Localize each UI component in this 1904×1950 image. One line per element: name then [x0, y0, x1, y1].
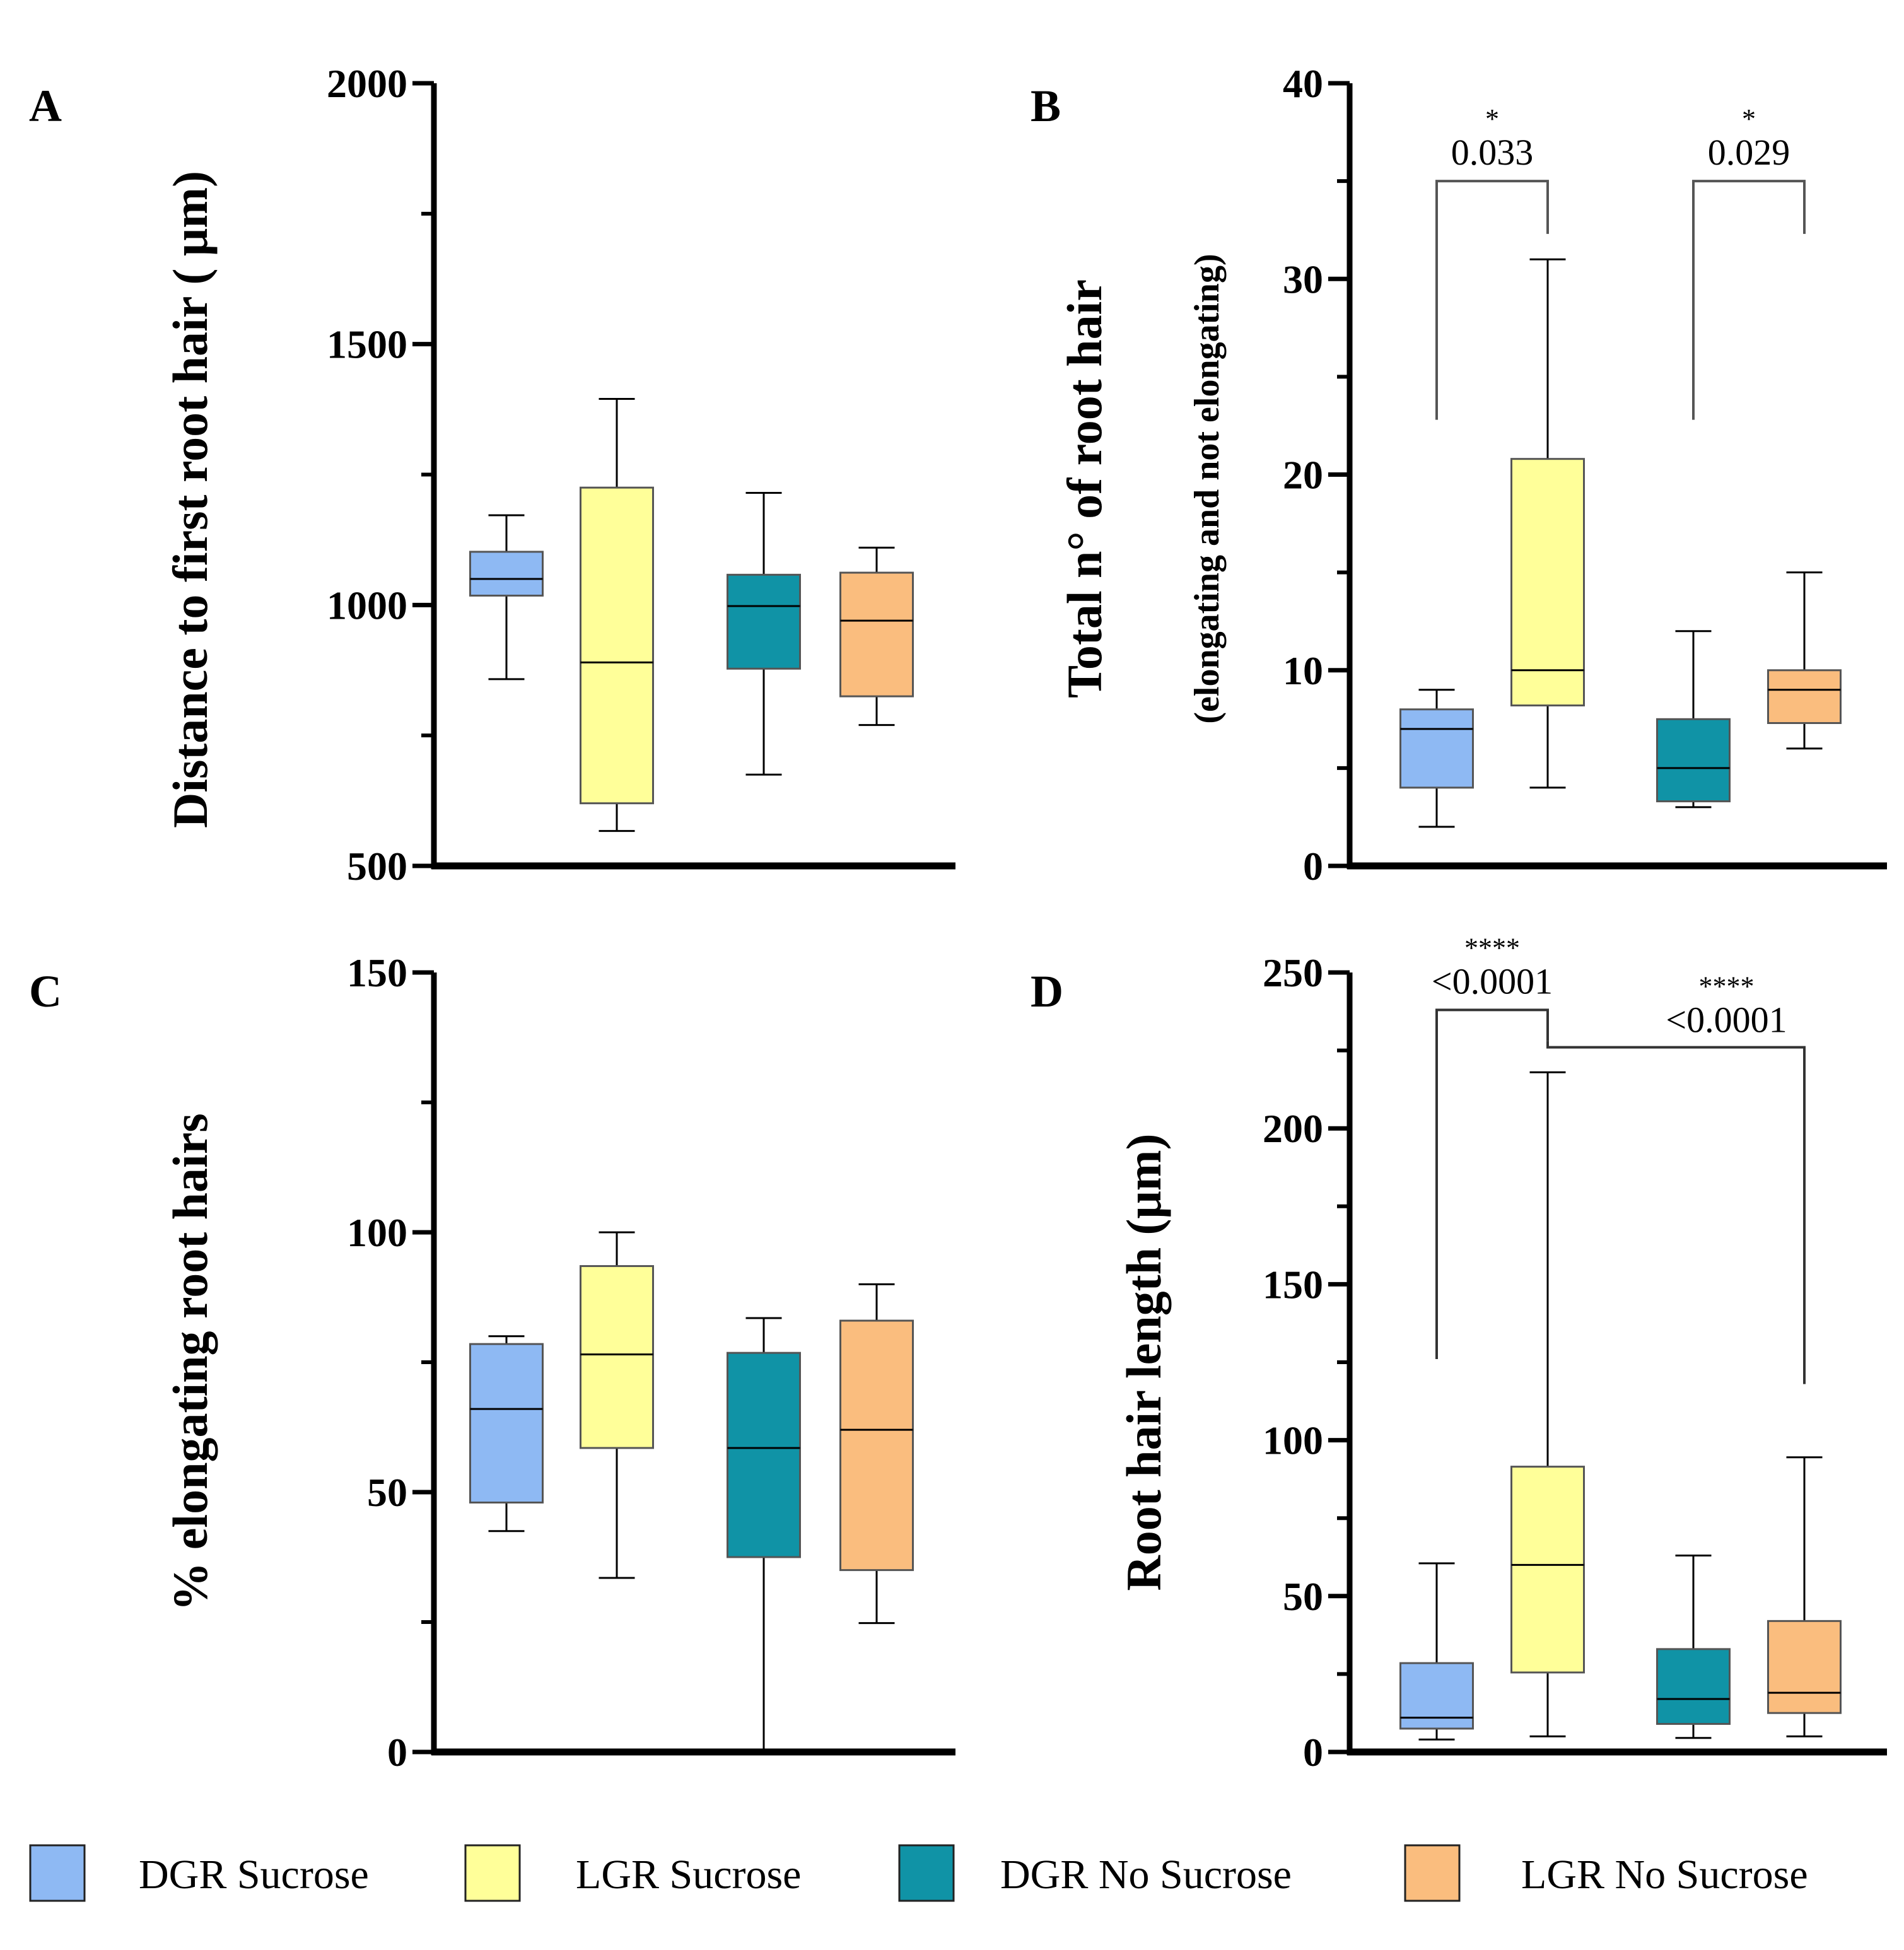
y-tick-label: 150 — [1263, 1262, 1323, 1307]
y-tick-label: 150 — [347, 950, 407, 995]
legend-swatch-1 — [464, 1844, 521, 1902]
significance-bracket — [1435, 1008, 1549, 1360]
y-tick-label: 250 — [1263, 950, 1323, 995]
y-tick-label: 50 — [367, 1470, 407, 1515]
y-axis-label: % elongating root hairs — [163, 1113, 218, 1611]
box-1 — [580, 486, 654, 805]
significance-p-value: 0.029 — [1708, 132, 1790, 173]
y-axis-label: Distance to first root hair ( μm) — [163, 171, 218, 828]
y-tick-label: 200 — [1263, 1106, 1323, 1151]
box-2 — [1656, 1648, 1731, 1725]
box-1 — [580, 1265, 654, 1449]
significance-stars: **** — [1699, 971, 1755, 1002]
box-2 — [727, 573, 801, 670]
significance-bracket — [1435, 180, 1549, 420]
box-2 — [727, 1352, 801, 1558]
y-tick-label: 40 — [1283, 61, 1323, 106]
panel-d: D 250 200 150 100 50 0 Root hair length (μm) <0.… — [1031, 932, 1887, 1775]
box-3 — [839, 1319, 914, 1572]
panel-c: C 150 100 50 0 % elongating root hairs — [29, 950, 955, 1775]
y-tick-label: 20 — [1283, 453, 1323, 498]
box-1 — [1510, 458, 1585, 707]
y-tick-label: 100 — [1263, 1418, 1323, 1463]
y-tick-label: 0 — [1303, 1730, 1323, 1775]
y-tick-label: 2000 — [327, 61, 407, 106]
y-tick-label: 0 — [387, 1730, 407, 1775]
panel-b: B 40 30 20 10 0 Total n° of root hair (elongati… — [1031, 61, 1887, 889]
significance-stars: * — [1742, 103, 1756, 134]
significance-bracket — [1546, 1041, 1806, 1384]
legend-label: DGR Sucrose — [139, 1852, 369, 1898]
box-0 — [469, 1343, 544, 1503]
legend-swatch-3 — [1404, 1844, 1461, 1902]
y-tick-label: 1500 — [327, 322, 407, 367]
y-axis-sublabel: (elongating and not elongating) — [1188, 254, 1227, 723]
significance-p-value: <0.0001 — [1666, 1000, 1787, 1041]
legend-swatch-0 — [29, 1844, 86, 1902]
box-0 — [469, 551, 544, 597]
y-tick-label: 30 — [1283, 257, 1323, 301]
box-3 — [1767, 1620, 1842, 1714]
y-tick-label: 100 — [347, 1210, 407, 1255]
legend-label: LGR Sucrose — [576, 1852, 801, 1898]
panel-letter: B — [1031, 81, 1061, 131]
y-tick-label: 10 — [1283, 648, 1323, 693]
y-axis-label: Root hair length (μm) — [1116, 1133, 1171, 1591]
box-0 — [1399, 708, 1474, 789]
legend-swatch-2 — [898, 1844, 955, 1902]
legend-label: LGR No Sucrose — [1521, 1852, 1808, 1898]
significance-p-value: <0.0001 — [1432, 960, 1553, 1001]
y-tick-label: 50 — [1283, 1574, 1323, 1619]
box-3 — [1767, 669, 1842, 725]
significance-bracket — [1692, 180, 1806, 420]
panel-a: A 2000 1500 1000 500 Distance to first root h… — [29, 61, 955, 889]
box-0 — [1399, 1662, 1474, 1730]
legend: DGR Sucrose LGR Sucrose DGR No Sucrose LGR … — [29, 1844, 1808, 1902]
y-tick-label: 500 — [347, 844, 407, 889]
box-3 — [839, 571, 914, 698]
box-2 — [1656, 718, 1731, 803]
significance-p-value: 0.033 — [1451, 132, 1534, 173]
y-tick-label: 0 — [1303, 844, 1323, 889]
y-axis-label: Total n° of root hair — [1057, 279, 1112, 698]
significance-stars: * — [1485, 103, 1499, 134]
panel-letter: D — [1031, 966, 1063, 1017]
panel-letter: C — [29, 966, 62, 1017]
legend-label: DGR No Sucrose — [1000, 1852, 1292, 1898]
panel-letter: A — [29, 81, 62, 131]
y-tick-label: 1000 — [327, 583, 407, 628]
significance-stars: **** — [1464, 932, 1520, 963]
box-1 — [1510, 1466, 1585, 1674]
